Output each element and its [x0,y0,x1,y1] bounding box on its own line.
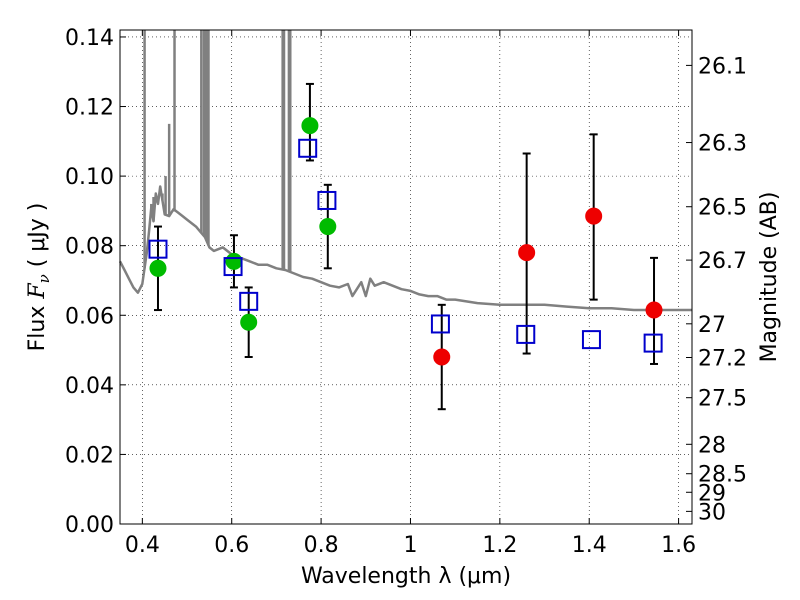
green-point [301,117,319,135]
y-tick-label: 0.06 [65,304,114,329]
red-point [645,301,663,319]
green-point [319,218,337,236]
model-square [223,257,243,277]
green-point [225,252,243,270]
points-layer [148,117,663,366]
y-tick-label: 0.10 [65,165,114,190]
y-tick-label: 0.00 [65,513,114,538]
ticks-layer: 0.4 0.6 0.8 1 1.2 1.4 1.6 0.00 0.02 0.04 0.06 0.08 0… [65,26,747,558]
x-tick-label: 1 [403,533,417,558]
green-point [149,259,167,277]
model-square [643,333,663,353]
red-point [585,207,603,225]
x-tick-label: 0.4 [125,533,160,558]
y2-tick-label: 26.1 [698,54,747,79]
red-point [433,348,451,366]
x-axis-title: Wavelength λ (μm) [301,564,511,589]
model-square [239,291,259,311]
y2-axis-title: Magnitude (AB) [757,192,782,363]
y2-tick-label: 28 [698,433,726,458]
red-point [518,244,536,262]
y-axis-title-nu: ν [35,274,53,283]
model-square [298,138,318,158]
y-tick-label: 0.14 [65,26,114,51]
model-square [317,190,337,210]
y-tick-label: 0.02 [65,443,114,468]
y2-tick-label: 26.7 [698,249,747,274]
x-tick-label: 1.2 [482,533,517,558]
x-tick-label: 0.8 [304,533,339,558]
model-square [581,330,601,350]
y2-tick-label: 30 [698,500,726,525]
y-tick-label: 0.12 [65,96,114,121]
model-square [148,239,168,259]
x-tick-label: 1.4 [572,533,607,558]
model-sed-layer [118,30,692,312]
y2-tick-label: 28.5 [698,463,747,488]
y-axis-title-f: F [25,283,50,300]
y-axis-title-prefix: Flux [25,299,50,352]
y-tick-label: 0.04 [65,374,114,399]
plot-frame [119,29,693,525]
model-square [516,324,536,344]
y2-tick-label: 27 [698,313,726,338]
y2-tick-label: 27.2 [698,346,747,371]
y2-tick-label: 29 [698,481,726,506]
x-tick-label: 0.6 [214,533,249,558]
model-square [430,314,450,334]
y2-tick-label: 26.3 [698,132,747,157]
y2-tick-label: 27.5 [698,387,747,412]
y-axis-title-units: ( μJy ) [25,203,50,275]
green-point [240,313,258,331]
y-tick-label: 0.08 [65,235,114,260]
y2-tick-label: 26.5 [698,196,747,221]
x-tick-label: 1.6 [661,533,696,558]
y-axis-title: Flux Fν ( μJy ) [25,203,53,352]
